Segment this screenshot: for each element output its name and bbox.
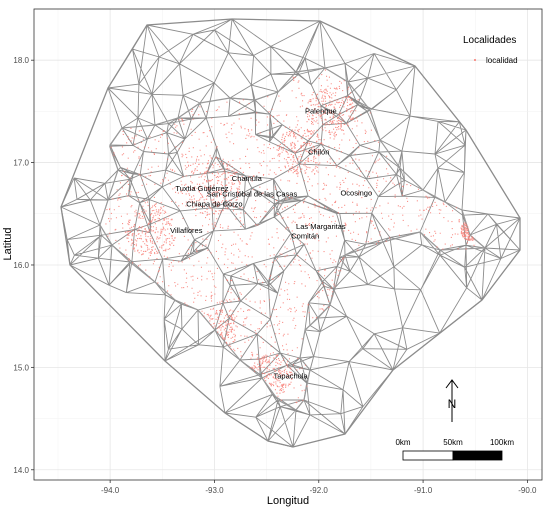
locality-label: Tuxtla Gutiérrez (175, 184, 228, 193)
legend-title: Localidades (463, 35, 516, 46)
y-tick-label: 15.0 (13, 363, 29, 372)
x-tick-label: -93.0 (205, 486, 224, 495)
y-axis-title: Latitud (2, 227, 14, 260)
locality-label: Tapachula (274, 372, 309, 381)
x-tick-label: -92.0 (310, 486, 329, 495)
north-arrow-label: N (448, 397, 457, 411)
locality-label: San Cristóbal de las Casas (207, 189, 298, 198)
scale-bar-segment-white (402, 450, 454, 461)
y-tick-label: 14.0 (13, 466, 29, 475)
y-axis: 14.0 15.0 16.0 17.0 18.0 (13, 56, 34, 475)
locality-label: Las Margaritas (296, 222, 346, 231)
legend-point-icon (474, 59, 476, 61)
locality-points (105, 69, 475, 404)
locality-label: Palenque (305, 106, 337, 115)
x-axis-title: Longitud (267, 495, 309, 507)
legend: Localidades localidad (463, 35, 518, 65)
locality-label: Chiapa de Corzo (186, 200, 242, 209)
locality-label: Comitán (291, 231, 319, 240)
y-tick-label: 16.0 (13, 261, 29, 270)
y-tick-label: 18.0 (13, 56, 29, 65)
mesh-outer-boundary (60, 18, 521, 448)
mesh-edges (60, 18, 521, 448)
x-tick-label: -94.0 (101, 486, 120, 495)
locality-point-dots (105, 69, 475, 404)
locality-label: Chilón (308, 147, 329, 156)
legend-item-label: localidad (486, 56, 518, 65)
region-boundary (99, 67, 487, 411)
scale-bar: 0km 50km 100km (395, 438, 514, 461)
panel-border (33, 8, 543, 481)
y-tick-label: 17.0 (13, 159, 29, 168)
locality-label: Villaflores (170, 226, 203, 235)
locality-labels: Palenque Chilón Chamula Ocosingo Tuxtla Guti… (170, 106, 372, 380)
scale-label-100: 100km (490, 438, 514, 447)
scale-label-0: 0km (395, 438, 410, 447)
locality-label: Ocosingo (340, 188, 372, 197)
map-panel (34, 9, 542, 480)
locality-label: Chamula (232, 174, 263, 183)
scale-bar-segment-black (452, 450, 503, 461)
north-arrow: N (445, 379, 459, 422)
x-tick-label: -90.0 (518, 486, 537, 495)
x-axis: -94.0 -93.0 -92.0 -91.0 -90.0 (101, 480, 537, 495)
triangulation-mesh (60, 18, 521, 448)
north-arrow-head (445, 379, 459, 389)
x-tick-label: -91.0 (414, 486, 433, 495)
scale-label-50: 50km (443, 438, 463, 447)
